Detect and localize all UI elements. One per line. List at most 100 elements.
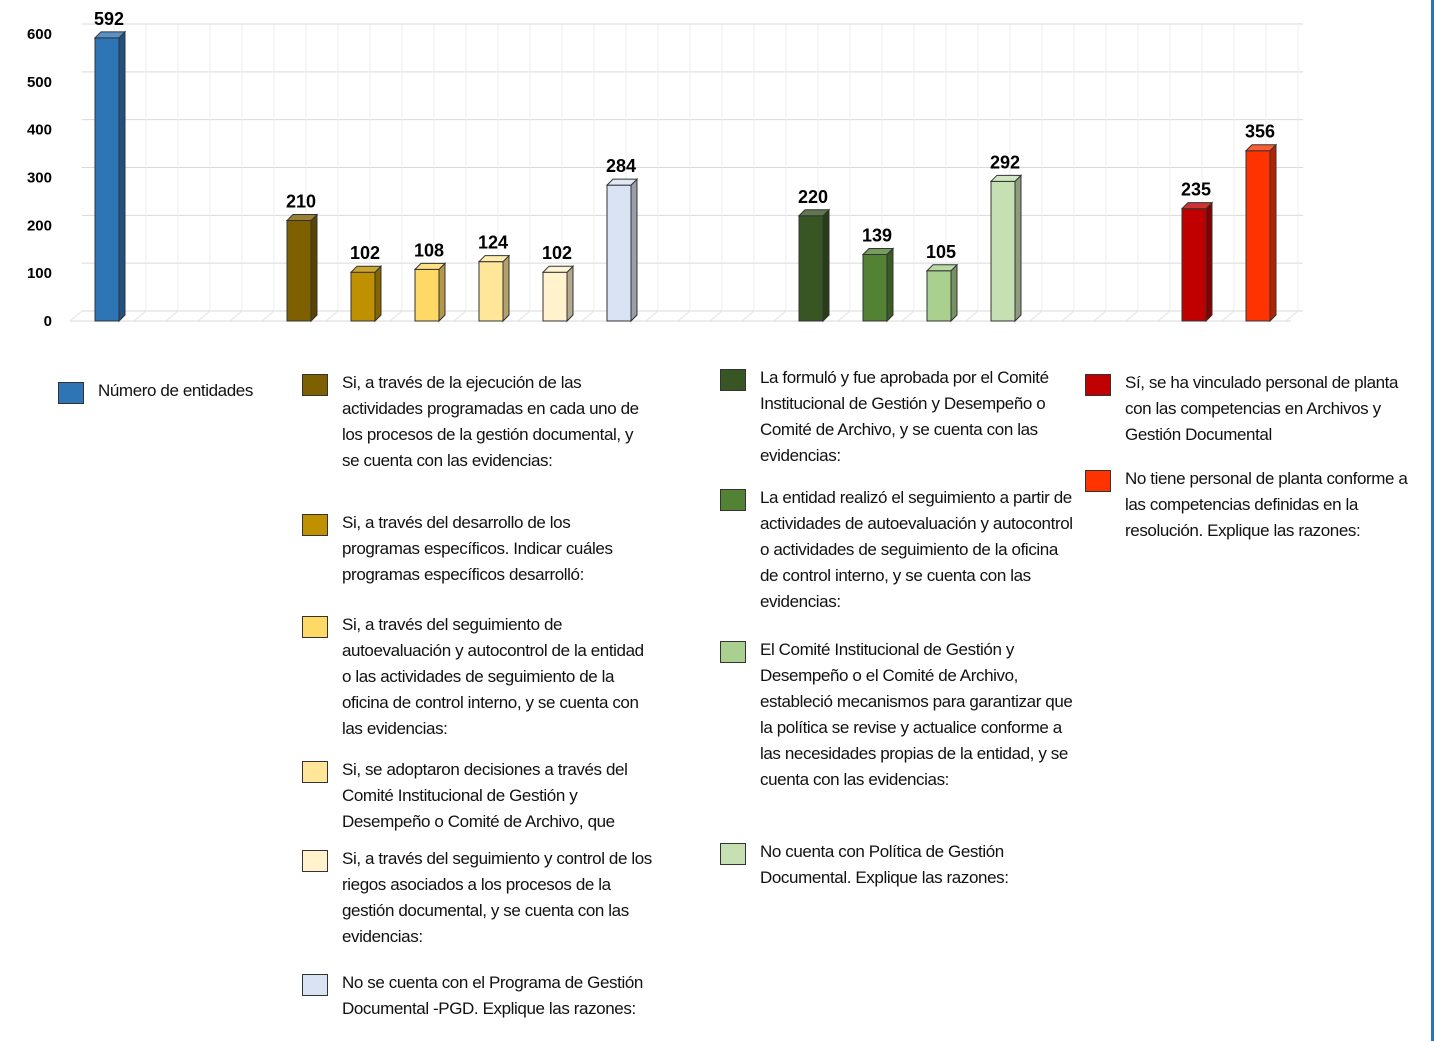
legend-swatch [720,489,746,511]
bar-front [1245,150,1271,322]
bar-top [93,31,127,39]
y-tick-label: 0 [44,313,52,330]
floor-line [229,310,243,322]
legend-label: El Comité Institucional de Gestión y Des… [760,640,1073,789]
bar-top [477,255,511,263]
legend-label: Si, a través de la ejecución de las acti… [342,373,639,470]
legend-label: Si, se adoptaron decisiones a través del… [342,760,628,831]
floor-line [453,310,467,322]
legend-label: Sí, se ha vinculado personal de planta c… [1125,373,1399,444]
legend-label: La formuló y fue aprobada por el Comité … [760,368,1049,465]
bar-top [861,248,895,256]
bar-top [605,178,639,186]
bars [93,30,1278,323]
floor-line [165,310,179,322]
data-label: 220 [798,187,828,207]
data-label: 139 [862,226,892,246]
floor-line [517,310,531,322]
bar [541,265,575,323]
bar-front [606,184,632,322]
legend-item: Si, a través de la ejecución de las acti… [302,370,652,474]
bar [861,247,895,323]
data-label: 102 [542,243,572,263]
legend-swatch [302,850,328,872]
bar-side [630,177,638,323]
bar-front [94,37,120,322]
bar-front [542,271,568,322]
y-tick-label: 100 [27,265,52,282]
floor-line [1285,310,1299,322]
y-tick-label: 600 [27,26,52,43]
bar-side [822,208,830,323]
bar-chart: 0 100 200 300 400 500 600 592 210 102 108 124 102 28… [27,9,1303,330]
bar-side [118,30,126,323]
bar-side [502,254,510,323]
bar-side [950,263,958,323]
floor-line [901,310,915,322]
legend-label: No tiene personal de planta conforme a l… [1125,469,1408,540]
floor-line [741,310,755,322]
y-tick-label: 500 [27,74,52,91]
legend-label: Si, a través del seguimiento de autoeval… [342,615,644,738]
bar [349,265,383,323]
bar [477,254,511,323]
legend-item: No cuenta con Política de Gestión Docume… [720,839,1080,891]
floor-line [645,310,659,322]
legend-swatch [302,514,328,536]
bar-top [413,262,447,270]
bar-top [541,265,575,273]
legend-swatch [302,616,328,638]
bar-front [350,271,376,322]
bar-top [349,265,383,273]
floor-line [1221,310,1235,322]
bar [93,30,127,323]
floor-line [709,310,723,322]
y-tick-label: 400 [27,122,52,139]
bar-front [926,270,952,322]
legend-item: La entidad realizó el seguimiento a part… [720,485,1080,615]
bar-top [285,214,319,222]
floor-line [581,310,595,322]
legend-item: Si, a través del seguimiento de autoeval… [302,612,652,742]
legend-item: Sí, se ha vinculado personal de planta c… [1085,370,1425,448]
legend-item: Número de entidades [58,378,298,404]
legend-label: Si, a través del desarrollo de los progr… [342,513,613,584]
legend-swatch [302,761,328,783]
data-label: 108 [414,240,444,260]
floor-line [1093,310,1107,322]
floor-line [1029,310,1043,322]
bar-front [798,215,824,322]
bar-side [1269,143,1277,323]
legend-item: Si, a través del desarrollo de los progr… [302,510,652,588]
floor-line [197,310,211,322]
chart-floor [69,310,1299,322]
bar-top [797,209,831,217]
data-label: 284 [606,156,636,176]
legend-label: No se cuenta con el Programa de Gestión … [342,973,643,1018]
data-label: 235 [1181,180,1211,200]
legend-swatch [302,374,328,396]
data-label: 292 [990,152,1020,172]
data-label: 105 [926,242,956,262]
bar-top [925,264,959,272]
floor-line [1061,310,1075,322]
bar [1244,143,1278,323]
bar-side [438,262,446,323]
floor-line [965,310,979,322]
bar [1180,201,1214,323]
legend-item: Si, se adoptaron decisiones a través del… [302,757,652,835]
floor-line [69,310,83,322]
data-labels: 592 210 102 108 124 102 284 220 139 105 292 235 356 [94,9,1275,263]
y-tick-label: 300 [27,170,52,187]
bar-side [1014,174,1022,323]
floor-line [325,310,339,322]
bar-front [1181,208,1207,322]
legend-item: Si, a través del seguimiento y control d… [302,846,652,950]
bar-side [310,213,318,323]
bar-front [414,268,440,322]
y-axis: 0 100 200 300 400 500 600 [27,26,52,330]
data-label: 124 [478,233,508,253]
legend-swatch [58,382,84,404]
bar-side [374,265,382,323]
bar [925,263,959,323]
